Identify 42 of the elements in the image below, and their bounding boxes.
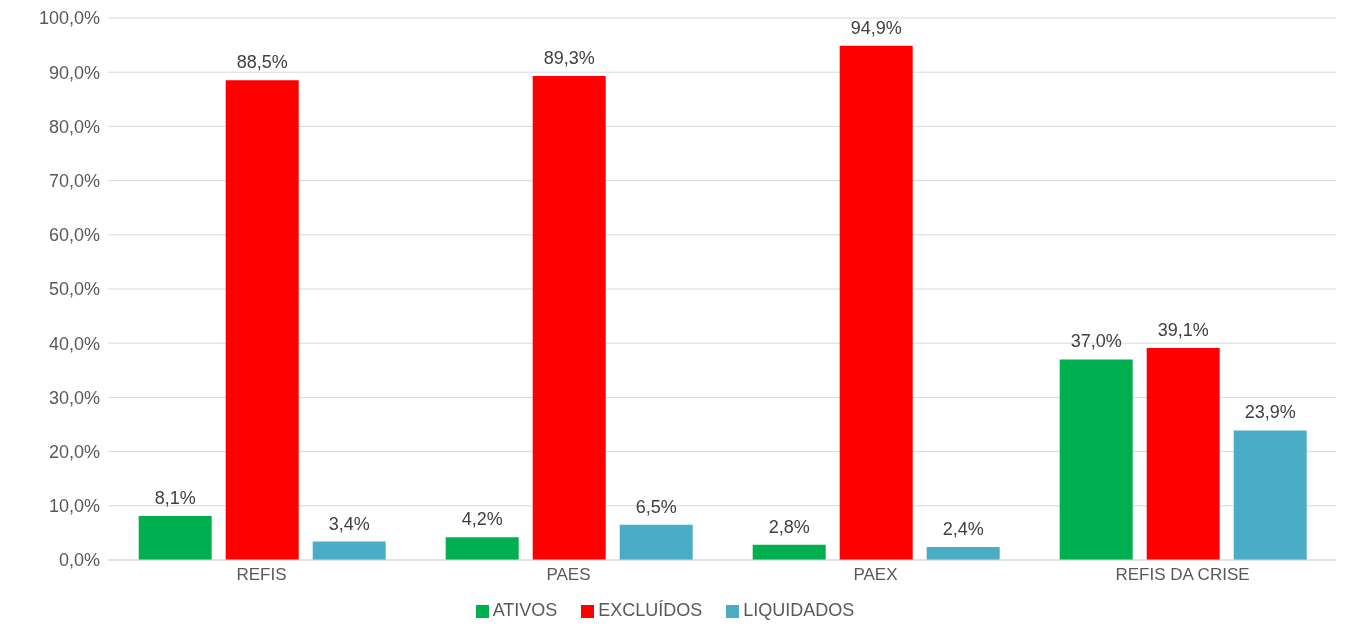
bar <box>752 544 826 560</box>
data-label: 2,8% <box>768 516 810 537</box>
data-label: 3,4% <box>328 513 370 534</box>
data-label: 2,4% <box>942 518 984 539</box>
y-tick-label: 30,0% <box>48 387 100 408</box>
bar <box>926 546 1000 560</box>
bar <box>839 45 913 560</box>
legend-label: EXCLUÍDOS <box>598 600 703 620</box>
bar <box>1233 430 1307 560</box>
data-label: 4,2% <box>461 509 503 530</box>
bar <box>445 537 519 560</box>
y-tick-label: 60,0% <box>48 225 100 246</box>
x-tick-label: REFIS <box>236 565 287 585</box>
data-label: 39,1% <box>1157 320 1209 341</box>
y-tick-label: 20,0% <box>48 441 100 462</box>
bar <box>619 524 693 560</box>
y-tick-label: 80,0% <box>48 116 100 137</box>
bar <box>1146 348 1220 560</box>
bar <box>312 541 386 560</box>
x-tick-label: PAES <box>546 565 591 585</box>
bar <box>138 516 212 560</box>
data-label: 89,3% <box>543 47 595 68</box>
y-tick-label: 10,0% <box>48 496 100 517</box>
y-tick-label: 40,0% <box>48 333 100 354</box>
data-label: 6,5% <box>635 496 677 517</box>
x-tick-label: PAEX <box>853 565 898 585</box>
y-tick-label: 50,0% <box>48 279 100 300</box>
data-label: 8,1% <box>154 488 196 509</box>
y-tick-label: 70,0% <box>48 170 100 191</box>
y-tick-label: 90,0% <box>48 62 100 83</box>
bar <box>532 75 606 560</box>
legend-label: ATIVOS <box>492 600 558 620</box>
data-label: 88,5% <box>236 52 288 73</box>
bar <box>225 80 299 560</box>
x-tick-label: REFIS DA CRISE <box>1115 565 1250 585</box>
legend-label: LIQUIDADOS <box>743 600 855 620</box>
data-label: 37,0% <box>1070 331 1122 352</box>
data-label: 94,9% <box>850 17 902 38</box>
y-tick-label: 0,0% <box>58 550 100 571</box>
data-label: 23,9% <box>1244 402 1296 423</box>
bar <box>1059 359 1133 560</box>
y-tick-label: 100,0% <box>38 8 100 29</box>
